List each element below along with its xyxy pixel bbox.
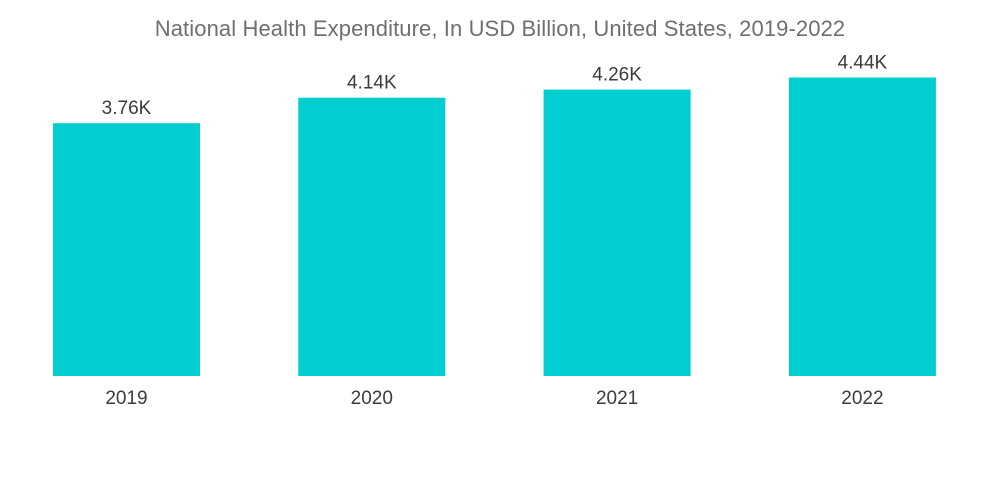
x-tick-label-2022: 2022 (841, 388, 883, 409)
bar-2019 (53, 123, 200, 376)
chart-title: National Health Expenditure, In USD Bill… (154, 16, 846, 41)
x-tick-label-2021: 2021 (596, 388, 638, 409)
value-label-2019: 3.76K (102, 98, 152, 119)
bar-2020 (298, 97, 446, 376)
value-label-2020: 4.14K (347, 73, 397, 94)
value-labels-layer: 3.76K 4.14K 4.26K 4.44K (102, 53, 888, 120)
value-label-2021: 4.26K (592, 65, 642, 86)
value-label-2022: 4.44K (838, 53, 888, 74)
bar-2022 (788, 77, 936, 376)
x-tick-label-2020: 2020 (351, 388, 393, 409)
bar-2021 (543, 89, 691, 376)
bars-layer (53, 77, 936, 376)
x-tick-label-2019: 2019 (105, 388, 147, 409)
x-axis: 2019 2020 2021 2022 (105, 388, 883, 409)
